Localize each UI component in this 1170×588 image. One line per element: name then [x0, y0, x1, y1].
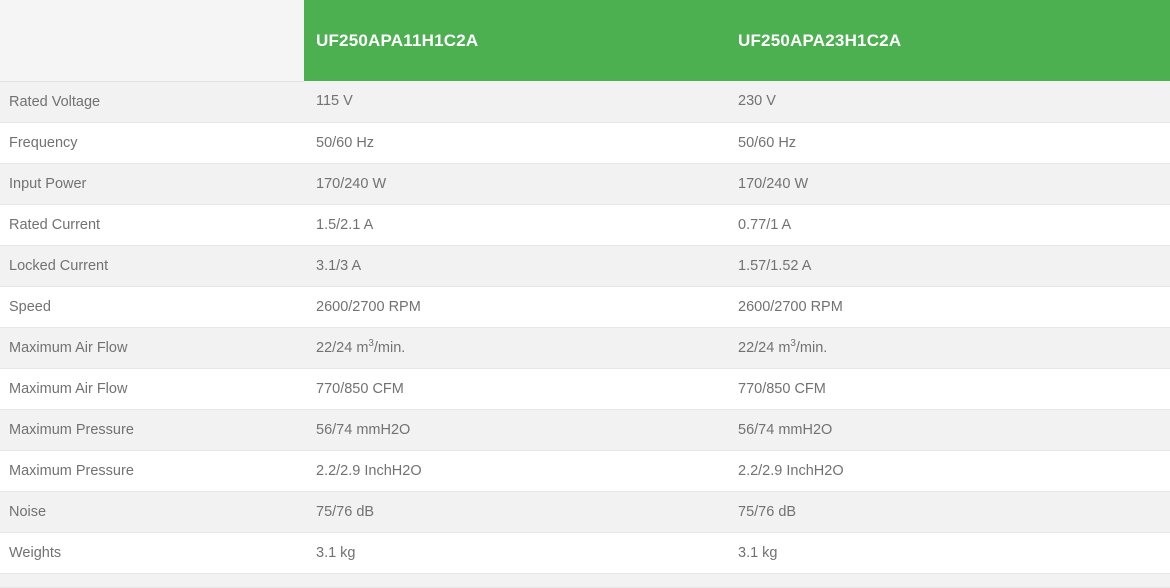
- row-label: Maximum Air Flow: [0, 368, 304, 410]
- row-value-1: 2.2/2.9 InchH2O: [304, 450, 726, 492]
- row-label: Maximum Pressure: [0, 409, 304, 451]
- row-label: Input Power: [0, 163, 304, 205]
- row-value-2: 770/850 CFM: [726, 368, 1170, 410]
- header-model-1: UF250APA11H1C2A: [304, 0, 726, 81]
- row-value-2: 1.57/1.52 A: [726, 245, 1170, 287]
- row-label: Maximum Pressure: [0, 450, 304, 492]
- table-row: Maximum Pressure 2.2/2.9 InchH2O 2.2/2.9 I…: [0, 450, 1170, 492]
- row-value-2: 2.2/2.9 InchH2O: [726, 450, 1170, 492]
- value-superscript: 3: [368, 337, 374, 349]
- table-row: Maximum Pressure 56/74 mmH2O 56/74 mmH2O: [0, 409, 1170, 451]
- row-cell-partial: [726, 573, 1170, 588]
- row-cell-partial: [0, 573, 304, 588]
- table-row: Noise 75/76 dB 75/76 dB: [0, 491, 1170, 533]
- value-text: 22/24 m: [738, 339, 791, 356]
- row-value-2: 22/24 m3/min.: [726, 327, 1170, 369]
- row-value-2: 56/74 mmH2O: [726, 409, 1170, 451]
- row-value-1: 1.5/2.1 A: [304, 204, 726, 246]
- table-row: Frequency 50/60 Hz 50/60 Hz: [0, 122, 1170, 164]
- row-value-1: 75/76 dB: [304, 491, 726, 533]
- table-row: Maximum Air Flow 22/24 m3/min. 22/24 m3/mi…: [0, 327, 1170, 369]
- row-label: Frequency: [0, 122, 304, 164]
- value-text-suffix: /min.: [795, 339, 828, 356]
- value-text: 22/24 m: [316, 339, 369, 356]
- header-model-2: UF250APA23H1C2A: [726, 0, 1170, 81]
- header-row: UF250APA11H1C2A UF250APA23H1C2A: [0, 0, 1170, 82]
- table-header: UF250APA11H1C2A UF250APA23H1C2A: [0, 0, 1170, 82]
- row-label: Noise: [0, 491, 304, 533]
- row-value-1: 170/240 W: [304, 163, 726, 205]
- row-value-1: 56/74 mmH2O: [304, 409, 726, 451]
- row-value-2: 3.1 kg: [726, 532, 1170, 574]
- row-value-1: 50/60 Hz: [304, 122, 726, 164]
- value-text-suffix: /min.: [373, 339, 406, 356]
- row-value-2: 75/76 dB: [726, 491, 1170, 533]
- table-row: Rated Current 1.5/2.1 A 0.77/1 A: [0, 204, 1170, 246]
- row-value-2: 230 V: [726, 81, 1170, 123]
- table-body: Rated Voltage 115 V 230 V Frequency 50/60 Hz…: [0, 81, 1170, 588]
- row-value-1: 115 V: [304, 81, 726, 123]
- row-value-2: 0.77/1 A: [726, 204, 1170, 246]
- row-label: Speed: [0, 286, 304, 328]
- header-corner-cell: [0, 0, 304, 82]
- row-value-1: 22/24 m3/min.: [304, 327, 726, 369]
- row-label: Maximum Air Flow: [0, 327, 304, 369]
- row-cell-partial: [304, 573, 726, 588]
- row-value-1: 2600/2700 RPM: [304, 286, 726, 328]
- row-value-1: 3.1 kg: [304, 532, 726, 574]
- row-label: Rated Voltage: [0, 81, 304, 123]
- row-label: Rated Current: [0, 204, 304, 246]
- value-superscript: 3: [790, 337, 796, 349]
- row-value-2: 170/240 W: [726, 163, 1170, 205]
- row-value-1: 3.1/3 A: [304, 245, 726, 287]
- table-row: Maximum Air Flow 770/850 CFM 770/850 CFM: [0, 368, 1170, 410]
- table-row-partial: [0, 573, 1170, 588]
- table-row: Speed 2600/2700 RPM 2600/2700 RPM: [0, 286, 1170, 328]
- row-value-2: 50/60 Hz: [726, 122, 1170, 164]
- table-row: Locked Current 3.1/3 A 1.57/1.52 A: [0, 245, 1170, 287]
- row-label: Weights: [0, 532, 304, 574]
- table-row: Weights 3.1 kg 3.1 kg: [0, 532, 1170, 574]
- row-label: Locked Current: [0, 245, 304, 287]
- table-row: Rated Voltage 115 V 230 V: [0, 81, 1170, 123]
- table-row: Input Power 170/240 W 170/240 W: [0, 163, 1170, 205]
- row-value-1: 770/850 CFM: [304, 368, 726, 410]
- row-value-2: 2600/2700 RPM: [726, 286, 1170, 328]
